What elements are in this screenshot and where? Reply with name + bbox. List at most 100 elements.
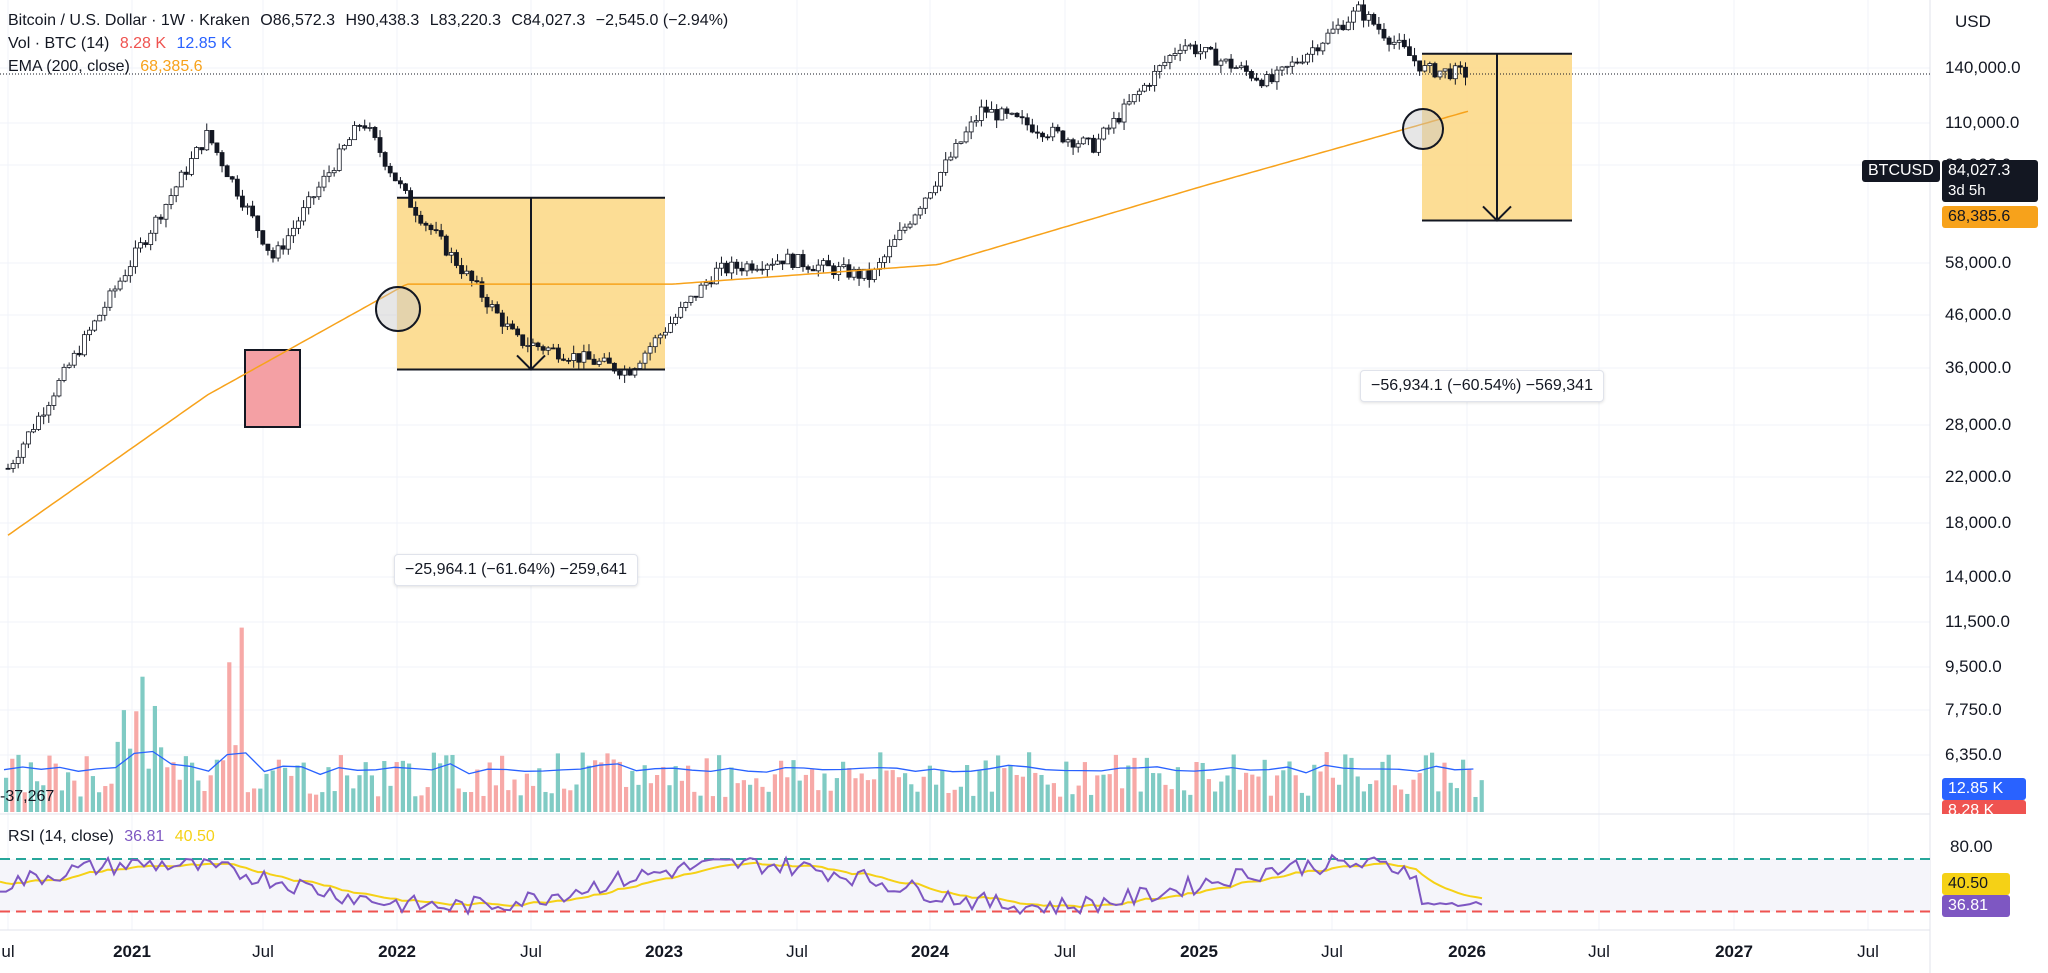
- candle-body: [586, 351, 592, 360]
- candle-body: [377, 137, 383, 153]
- candle-body: [1264, 74, 1270, 87]
- candle-body: [1315, 47, 1321, 52]
- volume-bar: [1051, 783, 1056, 812]
- candle-body: [943, 159, 949, 173]
- volume-bar: [543, 791, 548, 812]
- candle-body: [219, 152, 225, 167]
- candle-body: [321, 175, 327, 188]
- volume-bar: [946, 792, 951, 812]
- volume-bar: [841, 761, 846, 812]
- candle-body: [744, 263, 750, 272]
- drawing-overlay[interactable]: [375, 52, 1572, 371]
- candle-body: [581, 351, 587, 363]
- volume-bar: [1002, 768, 1007, 812]
- candle-body: [826, 260, 831, 267]
- volume-bar: [1064, 761, 1069, 812]
- volume-bar: [1244, 772, 1249, 812]
- candle-body: [1091, 137, 1096, 153]
- rsi-tag: 36.81: [1942, 895, 2010, 917]
- volume-bar: [766, 791, 771, 812]
- candle-body: [770, 263, 775, 266]
- candle-body: [693, 295, 699, 298]
- candle-body: [189, 158, 194, 175]
- candle-body: [1391, 41, 1397, 45]
- candle-body: [56, 380, 62, 397]
- rsi-value-1: 36.81: [124, 828, 165, 845]
- volume-bar: [996, 755, 1001, 812]
- volume-bar: [1163, 784, 1168, 812]
- volume-bar: [574, 784, 579, 812]
- candle-body: [1284, 65, 1290, 68]
- volume-bar: [28, 762, 33, 812]
- drawdown-label-2022[interactable]: −25,964.1 (−61.64%) −259,641: [394, 554, 638, 586]
- candle-body: [708, 282, 714, 285]
- volume-bar: [202, 790, 207, 812]
- price-tick: 36,000.0: [1945, 358, 2012, 377]
- candle-body: [963, 131, 969, 143]
- candle-body: [173, 186, 179, 197]
- volume-bar: [22, 792, 27, 812]
- price-tick: 46,000.0: [1945, 305, 2012, 324]
- volume-bar: [673, 766, 678, 812]
- volume-bar: [1175, 767, 1180, 812]
- volume-bar: [97, 792, 102, 812]
- candle-body: [1300, 61, 1305, 64]
- volume-bar: [760, 786, 765, 812]
- candle-body: [306, 196, 312, 209]
- volume-bar: [1250, 774, 1255, 812]
- candle-body: [1085, 137, 1091, 140]
- volume-bar: [965, 765, 970, 812]
- volume-bar: [1144, 757, 1149, 812]
- candle-body: [469, 270, 475, 282]
- candle-body: [647, 346, 653, 354]
- candle-body: [290, 227, 296, 237]
- volume-bar: [35, 781, 40, 812]
- volume-bar: [1318, 771, 1323, 812]
- candle-body: [250, 205, 256, 217]
- rsi-legend[interactable]: RSI (14, close) 36.81 40.50: [8, 826, 221, 848]
- candle-body: [555, 347, 561, 360]
- candle-body: [902, 226, 908, 231]
- candle-body: [1045, 136, 1051, 139]
- volume-bar: [382, 761, 387, 812]
- candle-body: [984, 106, 989, 113]
- candle-body: [851, 268, 857, 278]
- candle-body: [978, 106, 984, 121]
- price-tick: 22,000.0: [1945, 467, 2012, 486]
- grid-lines: [0, 0, 1931, 973]
- rsi-80-tick: 80.00: [1950, 837, 1993, 856]
- symbol-name[interactable]: Bitcoin / U.S. Dollar · 1W · Kraken: [8, 12, 250, 29]
- candle-body: [866, 268, 872, 280]
- volume-bar: [307, 793, 312, 812]
- candle-body: [1310, 47, 1316, 55]
- volume-bar: [779, 760, 784, 812]
- candle-body: [428, 224, 434, 231]
- candle-body: [938, 172, 943, 187]
- volume-bars: [4, 627, 1484, 812]
- candle-body: [82, 334, 87, 356]
- time-label: 2021: [113, 942, 151, 961]
- volume-bar: [754, 778, 759, 812]
- candle-body: [87, 329, 92, 336]
- candle-body: [1350, 10, 1356, 23]
- candle-body: [1442, 68, 1448, 72]
- drawdown-label-2025[interactable]: −56,934.1 (−60.54%) −569,341: [1360, 370, 1604, 402]
- volume-bar: [276, 759, 281, 812]
- price-tick: 9,500.0: [1945, 657, 2002, 676]
- candle-body: [1208, 47, 1214, 50]
- candle-body: [240, 195, 245, 208]
- volume-bar: [214, 759, 219, 812]
- candle-body: [301, 207, 306, 222]
- candle-body: [657, 334, 663, 339]
- candle-body: [1111, 117, 1117, 129]
- ema-legend[interactable]: EMA (200, close) 68,385.6: [8, 56, 209, 78]
- volume-legend[interactable]: Vol · BTC (14) 8.28 K 12.85 K: [8, 33, 238, 55]
- volume-bar: [1442, 762, 1447, 812]
- candle-body: [1289, 61, 1295, 67]
- candle-body: [892, 239, 898, 247]
- volume-bar: [1225, 775, 1230, 812]
- candle-body: [1320, 42, 1326, 52]
- currency-label[interactable]: USD: [1955, 12, 1991, 31]
- volume-bar: [245, 792, 250, 812]
